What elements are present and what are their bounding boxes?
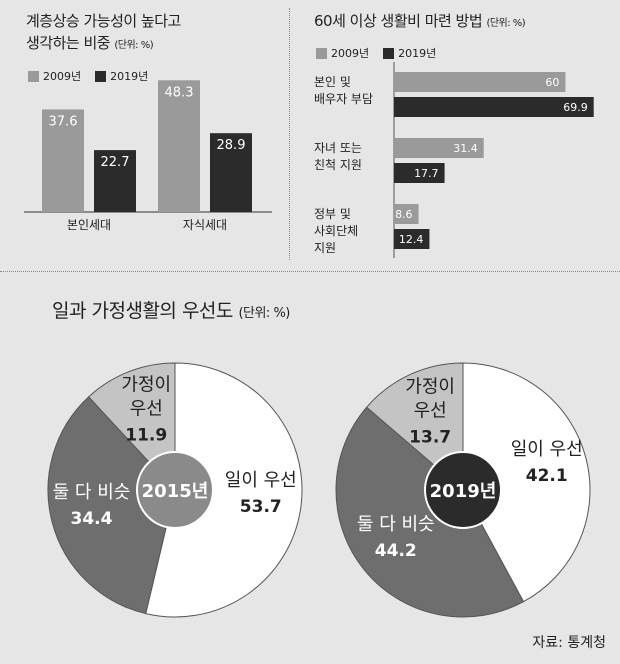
pie-slice-label: 우선 (130, 399, 163, 420)
x-tick-label: 자식세대 (183, 218, 227, 232)
pie-slice-value: 13.7 (409, 427, 451, 447)
category-label-line: 정부 및 (314, 207, 351, 221)
vertical-divider (289, 8, 290, 260)
pie-slice-value: 44.2 (375, 541, 417, 561)
category-label-line: 배우자 부담 (314, 92, 373, 106)
left-bar-chart: 37.6 22.7 본인세대 48.3 28.9 자식세대 (24, 80, 272, 232)
pie-slice-1-2 (365, 362, 464, 492)
bar-1-1 (210, 133, 252, 212)
bar-value-label: 48.3 (165, 85, 194, 100)
bar-value-label: 22.7 (101, 155, 130, 170)
pie-slice-label: 둘 다 비슷 (53, 482, 131, 503)
bar-value-label: 37.6 (49, 114, 78, 129)
pie-slice-1-1 (335, 406, 525, 618)
bar-value-label: 31.4 (453, 142, 478, 155)
category-label-line: 사회단체 (314, 224, 358, 238)
pie-slice-0-0 (145, 362, 303, 618)
bar-value-label: 69.9 (563, 101, 588, 114)
pie-title: 일과 가정생활의 우선도 (52, 300, 233, 322)
left-title-line2: 생각하는 비중 (26, 34, 111, 52)
legend-swatch-2019 (95, 70, 107, 82)
bar-0-1 (394, 138, 484, 158)
bar-1-1 (394, 163, 445, 183)
pie-slice-label: 가정이 (121, 375, 171, 396)
bar-1-2 (394, 229, 430, 249)
pie-slice-value: 34.4 (71, 509, 113, 529)
right-legend: 2009년 2019년 (316, 45, 446, 61)
left-legend: 2009년 2019년 (28, 68, 158, 84)
pie-slice-value: 11.9 (125, 426, 167, 446)
legend-label-2009: 2009년 (331, 47, 370, 60)
bar-1-0 (94, 150, 136, 212)
bar-value-label: 28.9 (217, 138, 246, 153)
source-note: 자료: 통계청 (532, 635, 606, 651)
pie-slice-0-1 (47, 396, 176, 615)
right-chart-title: 60세 이상 생활비 마련 방법 (단위: %) (314, 10, 526, 35)
bar-value-label: 8.6 (395, 208, 413, 221)
pie-slice-value: 42.1 (526, 466, 568, 486)
pie-center-label: 2019년 (430, 481, 497, 502)
category-label-line: 자녀 또는 (314, 141, 362, 155)
pie-slice-value: 53.7 (240, 497, 282, 517)
pie-center-label: 2015년 (142, 481, 209, 502)
legend-swatch-2009 (316, 47, 327, 59)
legend-label-2019: 2019년 (110, 70, 149, 83)
bar-0-2 (394, 204, 419, 224)
bar-0-0 (42, 109, 84, 212)
pie-section-title: 일과 가정생활의 우선도 (단위: %) (52, 296, 290, 323)
pie-slice-label: 일이 우선 (225, 470, 297, 491)
category-label-line: 지원 (314, 241, 336, 255)
x-tick-label: 본인세대 (67, 218, 111, 232)
right-title: 60세 이상 생활비 마련 방법 (314, 12, 483, 30)
bar-value-label: 17.7 (414, 167, 439, 180)
left-chart-title: 계층상승 가능성이 높다고 생각하는 비중 (단위: %) (26, 10, 181, 57)
pie-slice-label: 일이 우선 (511, 439, 583, 460)
bar-value-label: 60 (545, 76, 559, 89)
legend-label-2009: 2009년 (43, 70, 82, 83)
category-label-line: 본인 및 (314, 75, 351, 89)
legend-label-2019: 2019년 (398, 47, 437, 60)
right-unit: (단위: %) (486, 18, 526, 29)
pie-slice-label: 둘 다 비슷 (357, 514, 435, 535)
bar-0-1 (158, 80, 200, 212)
legend-swatch-2019 (383, 47, 395, 59)
category-label-line: 친척 지원 (314, 158, 362, 172)
pie-center-circle (424, 451, 502, 529)
bar-value-label: 12.4 (399, 233, 424, 246)
pie-center-circle (136, 451, 214, 529)
pie-slice-label: 가정이 (405, 376, 455, 397)
legend-swatch-2009 (28, 70, 39, 82)
pie-slice-1-0 (462, 362, 591, 603)
pie-unit: (단위: %) (238, 306, 290, 321)
horizontal-divider (0, 271, 620, 272)
pie-slice-label: 우선 (414, 400, 447, 421)
bar-1-0 (394, 97, 594, 117)
left-unit: (단위: %) (114, 40, 154, 51)
left-title-line1: 계층상승 가능성이 높다고 (26, 12, 181, 30)
bar-0-0 (394, 72, 566, 92)
